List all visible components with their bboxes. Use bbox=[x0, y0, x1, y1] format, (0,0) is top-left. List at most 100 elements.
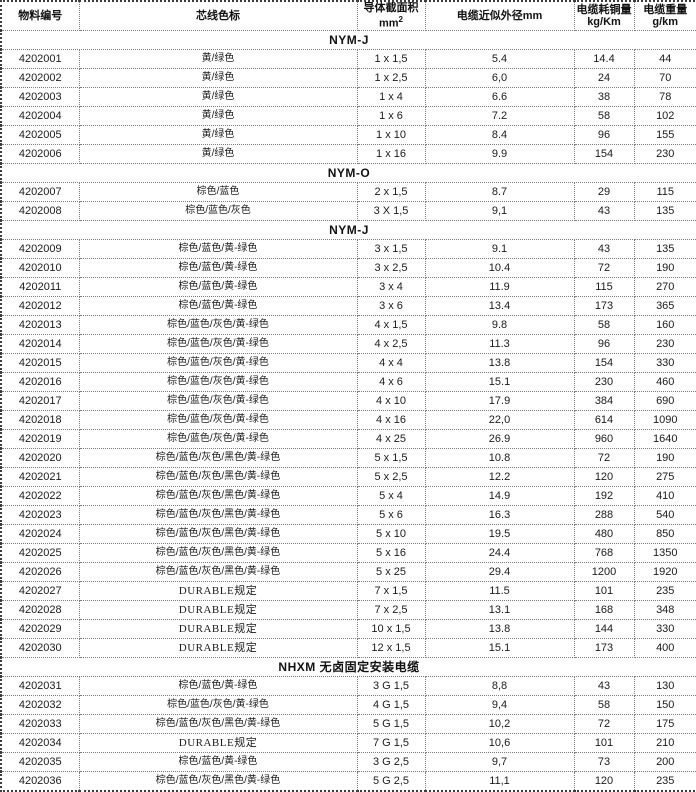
copper-consumption: 120 bbox=[573, 770, 635, 792]
core-color-code: 棕色/蓝色/黄-绿色 bbox=[78, 751, 358, 772]
cable-weight: 410 bbox=[633, 485, 696, 506]
core-color-code: 棕色/蓝色/黄-绿色 bbox=[78, 257, 358, 278]
outer-diameter: 9.1 bbox=[424, 238, 575, 259]
material-number: 4202024 bbox=[0, 523, 80, 544]
conductor-cross-section: 5 x 25 bbox=[356, 561, 426, 582]
cable-weight: 330 bbox=[633, 618, 696, 639]
table-row: 4202007 棕色/蓝色 2 x 1,5 8.7 29 115 bbox=[0, 181, 696, 202]
table-row: 4202015 棕色/蓝色/灰色/黄-绿色 4 x 4 13.8 154 330 bbox=[0, 352, 696, 373]
outer-diameter: 24.4 bbox=[424, 542, 575, 563]
outer-diameter: 8.7 bbox=[424, 181, 575, 202]
core-color-code: 棕色/蓝色/灰色 bbox=[78, 200, 358, 221]
conductor-cross-section: 1 x 4 bbox=[356, 86, 426, 107]
copper-consumption: 14.4 bbox=[573, 48, 635, 69]
copper-consumption: 58 bbox=[573, 694, 635, 715]
conductor-cross-section: 3 G 1,5 bbox=[356, 675, 426, 696]
column-header-core-color-code: 芯线色标 bbox=[78, 0, 358, 31]
material-number: 4202008 bbox=[0, 200, 80, 221]
cable-weight: 135 bbox=[633, 238, 696, 259]
outer-diameter: 5.4 bbox=[424, 48, 575, 69]
outer-diameter: 22,0 bbox=[424, 409, 575, 430]
section-title: NYM-O bbox=[0, 162, 696, 183]
table-row: 4202017 棕色/蓝色/灰色/黄-绿色 4 x 10 17.9 384 690 bbox=[0, 390, 696, 411]
copper-consumption: 96 bbox=[573, 333, 635, 354]
core-color-code: 棕色/蓝色/灰色/黄-绿色 bbox=[78, 371, 358, 392]
copper-consumption: 168 bbox=[573, 599, 635, 620]
outer-diameter: 13.4 bbox=[424, 295, 575, 316]
conductor-cross-section: 5 G 2,5 bbox=[356, 770, 426, 792]
conductor-cross-section: 3 x 2,5 bbox=[356, 257, 426, 278]
table-row: 4202016 棕色/蓝色/灰色/黄-绿色 4 x 6 15.1 230 460 bbox=[0, 371, 696, 392]
material-number: 4202018 bbox=[0, 409, 80, 430]
outer-diameter: 13.8 bbox=[424, 618, 575, 639]
material-number: 4202035 bbox=[0, 751, 80, 772]
core-color-code: 棕色/蓝色/灰色/黑色/黄-绿色 bbox=[78, 713, 358, 734]
column-header-conductor-cross-section: 导体截面积 mm2 bbox=[356, 0, 426, 31]
cable-weight: 275 bbox=[633, 466, 696, 487]
outer-diameter: 26.9 bbox=[424, 428, 575, 449]
core-color-code: DURABLE规定 bbox=[78, 732, 358, 753]
table-row: 4202019 棕色/蓝色/灰色/黄-绿色 4 x 25 26.9 960 1640 bbox=[0, 428, 696, 449]
cable-weight: 400 bbox=[633, 637, 696, 658]
cable-weight: 230 bbox=[633, 143, 696, 164]
core-color-code: 黄/绿色 bbox=[78, 86, 358, 107]
material-number: 4202025 bbox=[0, 542, 80, 563]
core-color-code: DURABLE规定 bbox=[78, 637, 358, 658]
core-color-code: 棕色/蓝色/灰色/黑色/黄-绿色 bbox=[78, 561, 358, 582]
outer-diameter: 6.6 bbox=[424, 86, 575, 107]
outer-diameter: 10,2 bbox=[424, 713, 575, 734]
conductor-cross-section: 5 x 6 bbox=[356, 504, 426, 525]
copper-consumption: 58 bbox=[573, 314, 635, 335]
core-color-code: 棕色/蓝色/黄-绿色 bbox=[78, 675, 358, 696]
copper-consumption: 43 bbox=[573, 200, 635, 221]
copper-consumption: 58 bbox=[573, 105, 635, 126]
cable-weight: 160 bbox=[633, 314, 696, 335]
conductor-cross-section: 4 x 2,5 bbox=[356, 333, 426, 354]
core-color-code: 棕色/蓝色/灰色/黄-绿色 bbox=[78, 428, 358, 449]
copper-consumption: 29 bbox=[573, 181, 635, 202]
outer-diameter: 9.9 bbox=[424, 143, 575, 164]
material-number: 4202022 bbox=[0, 485, 80, 506]
material-number: 4202004 bbox=[0, 105, 80, 126]
core-color-code: 棕色/蓝色/黄-绿色 bbox=[78, 276, 358, 297]
outer-diameter: 10.8 bbox=[424, 447, 575, 468]
material-number: 4202032 bbox=[0, 694, 80, 715]
outer-diameter: 9,4 bbox=[424, 694, 575, 715]
material-number: 4202001 bbox=[0, 48, 80, 69]
section-title: NHXM 无卤固定安装电缆 bbox=[0, 656, 696, 677]
material-number: 4202017 bbox=[0, 390, 80, 411]
outer-diameter: 9,1 bbox=[424, 200, 575, 221]
copper-consumption: 72 bbox=[573, 713, 635, 734]
outer-diameter: 7.2 bbox=[424, 105, 575, 126]
conductor-cross-section: 5 G 1,5 bbox=[356, 713, 426, 734]
conductor-cross-section: 5 x 10 bbox=[356, 523, 426, 544]
material-number: 4202033 bbox=[0, 713, 80, 734]
outer-diameter: 11.3 bbox=[424, 333, 575, 354]
table-row: 4202031 棕色/蓝色/黄-绿色 3 G 1,5 8,8 43 130 bbox=[0, 675, 696, 696]
table-row: 4202034 DURABLE规定 7 G 1,5 10,6 101 210 bbox=[0, 732, 696, 753]
cable-weight: 175 bbox=[633, 713, 696, 734]
copper-consumption: 101 bbox=[573, 732, 635, 753]
copper-consumption: 192 bbox=[573, 485, 635, 506]
copper-consumption: 154 bbox=[573, 143, 635, 164]
outer-diameter: 29.4 bbox=[424, 561, 575, 582]
conductor-cross-section: 1 x 1,5 bbox=[356, 48, 426, 69]
table-row: 4202006 黄/绿色 1 x 16 9.9 154 230 bbox=[0, 143, 696, 164]
section-title: NYM-J bbox=[0, 219, 696, 240]
material-number: 4202020 bbox=[0, 447, 80, 468]
conductor-cross-section: 4 G 1,5 bbox=[356, 694, 426, 715]
core-color-code: 棕色/蓝色/灰色/黄-绿色 bbox=[78, 352, 358, 373]
table-row: 4202023 棕色/蓝色/灰色/黑色/黄-绿色 5 x 6 16.3 288 540 bbox=[0, 504, 696, 525]
cable-weight: 365 bbox=[633, 295, 696, 316]
material-number: 4202029 bbox=[0, 618, 80, 639]
core-color-code: 棕色/蓝色/黄-绿色 bbox=[78, 238, 358, 259]
conductor-cross-section: 4 x 1,5 bbox=[356, 314, 426, 335]
conductor-cross-section: 4 x 25 bbox=[356, 428, 426, 449]
table-row: 4202013 棕色/蓝色/灰色/黄-绿色 4 x 1,5 9.8 58 160 bbox=[0, 314, 696, 335]
outer-diameter: 11.9 bbox=[424, 276, 575, 297]
core-color-code: 棕色/蓝色/灰色/黑色/黄-绿色 bbox=[78, 466, 358, 487]
copper-consumption: 1200 bbox=[573, 561, 635, 582]
material-number: 4202031 bbox=[0, 675, 80, 696]
conductor-cross-section: 4 x 16 bbox=[356, 409, 426, 430]
material-number: 4202016 bbox=[0, 371, 80, 392]
